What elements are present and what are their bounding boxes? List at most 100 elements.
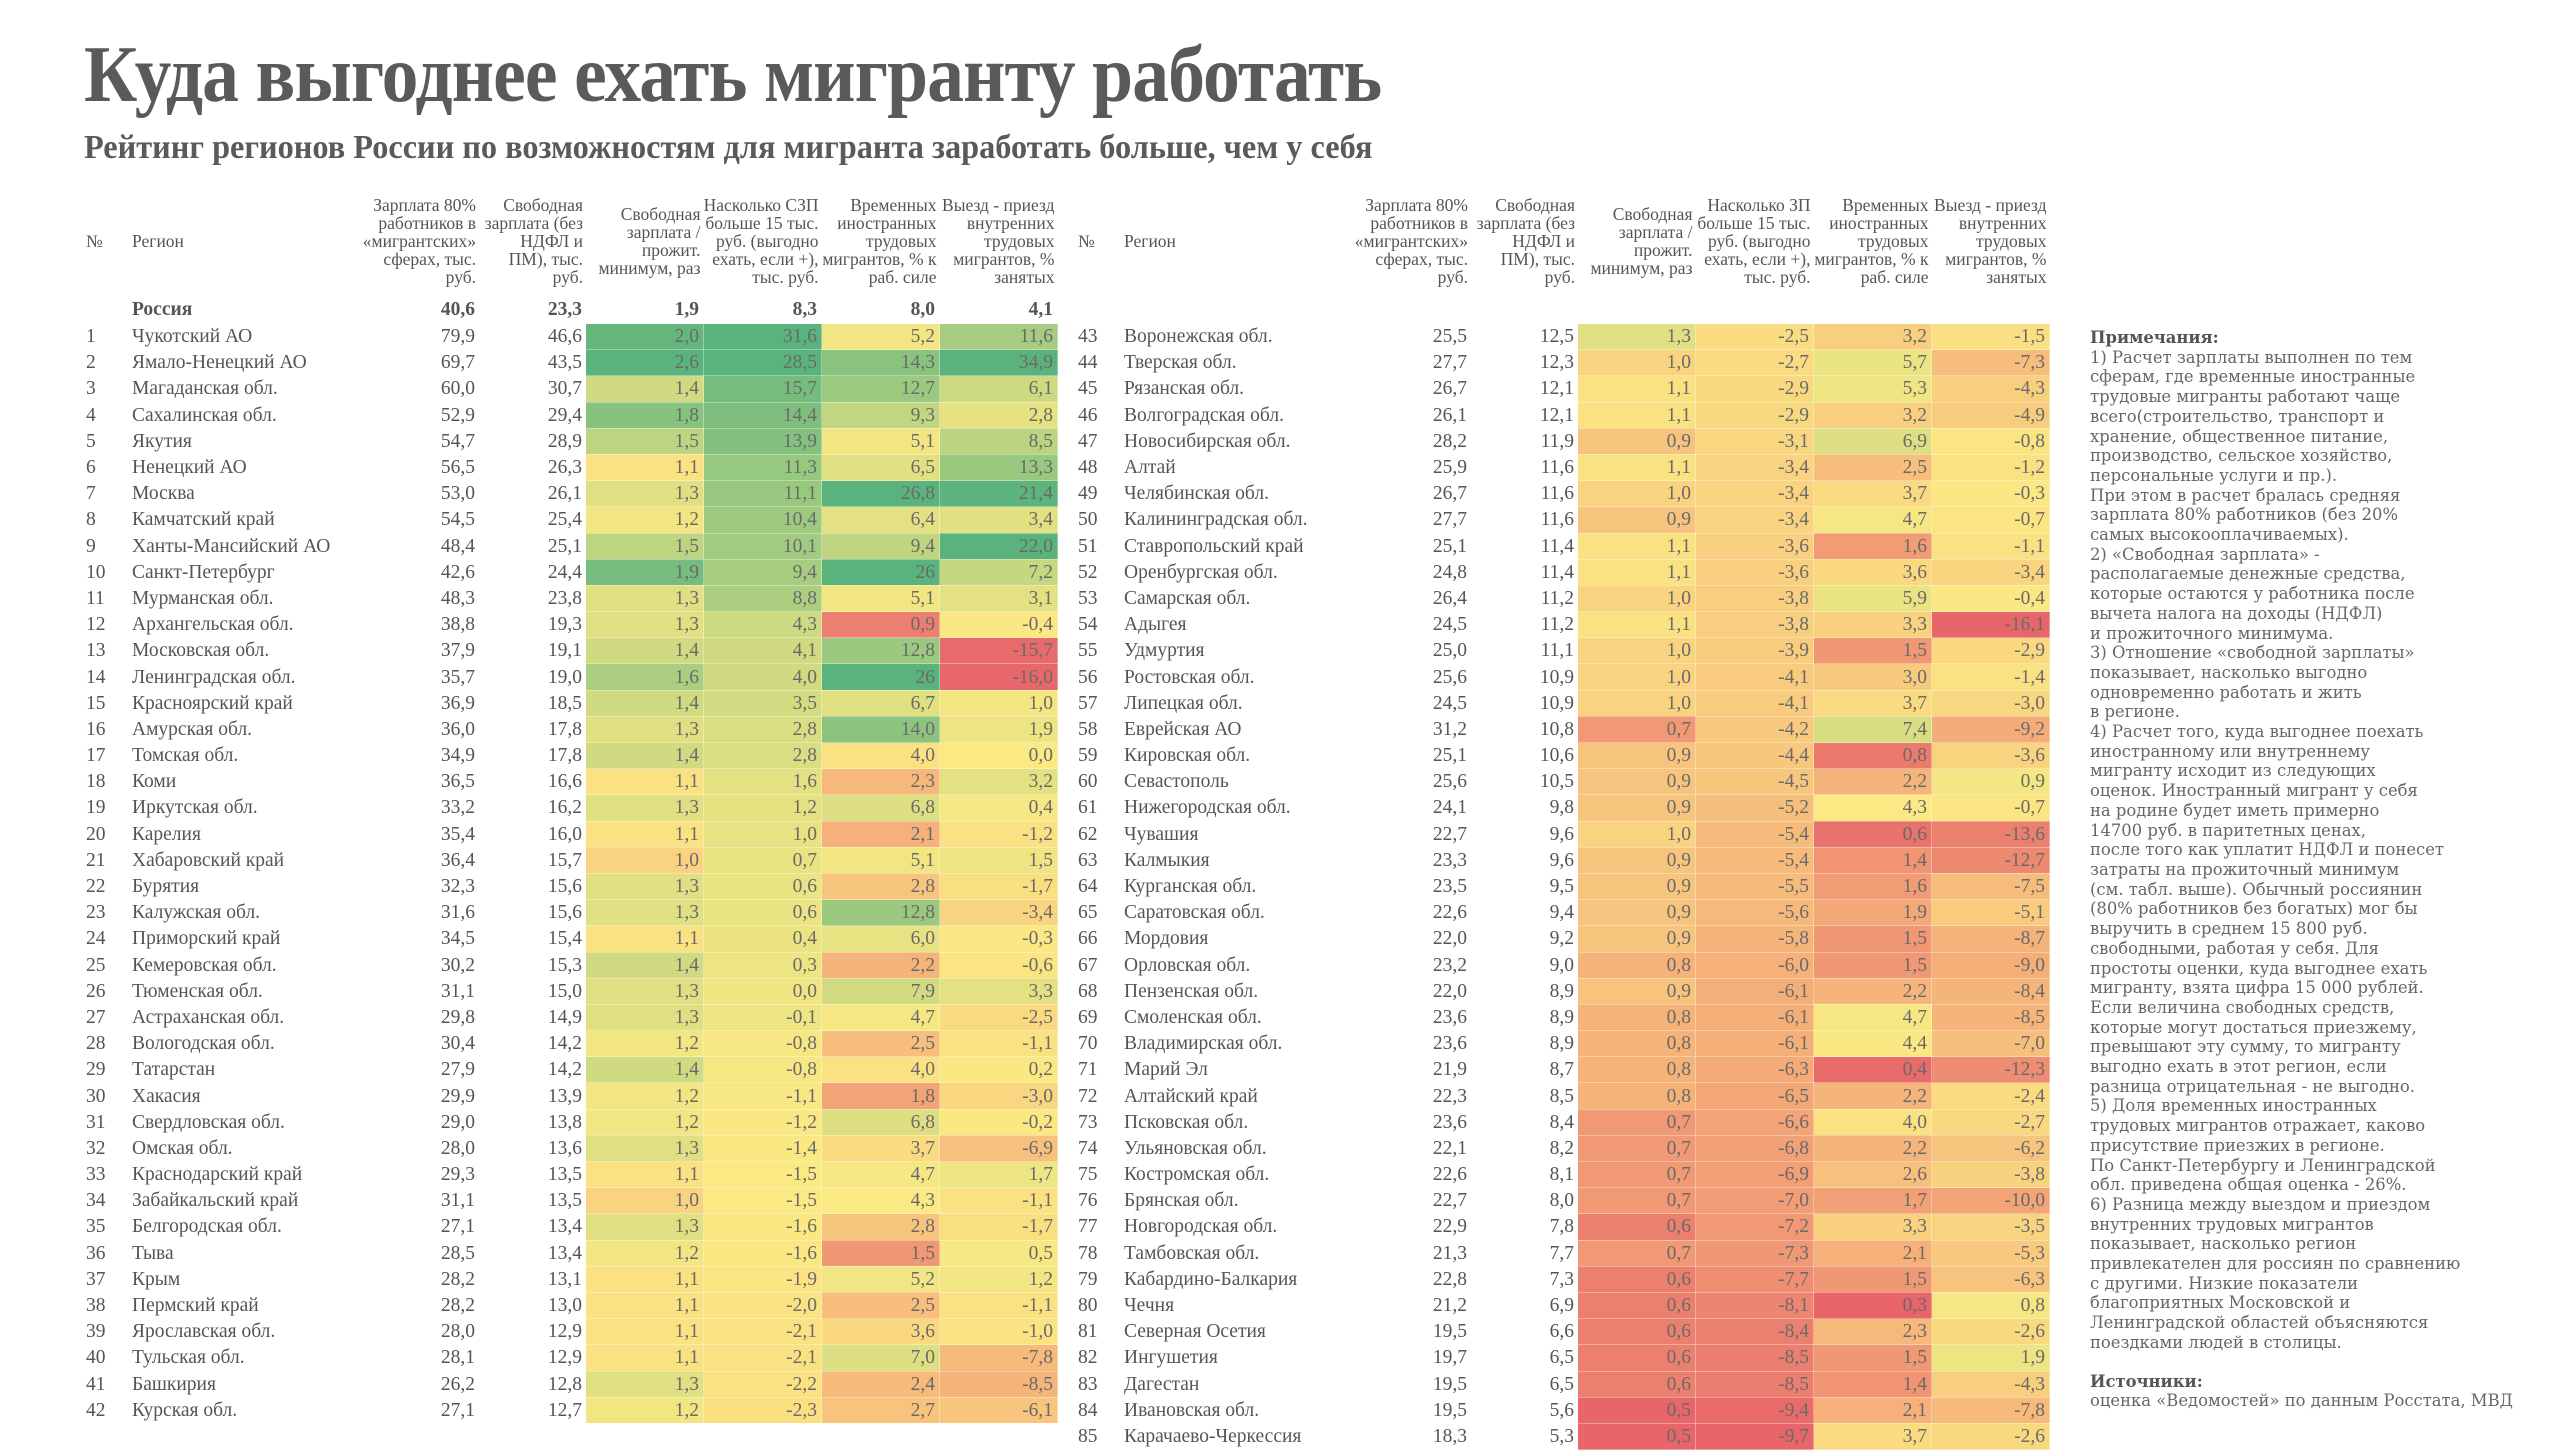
cell-free-salary: 19,0 — [547, 666, 582, 688]
cell-rank: 14 — [86, 666, 106, 688]
cell-region: Волгоградская обл. — [1124, 404, 1284, 426]
cell-internal: -3,4 — [1931, 559, 2050, 586]
cell-rank: 54 — [1078, 614, 1098, 636]
cell-salary: 23,6 — [1432, 1006, 1467, 1028]
cell-foreign: 1,7 — [1813, 1187, 1932, 1215]
cell-region: Санкт-Петербург — [132, 561, 275, 583]
cell-diff: -8,4 — [1695, 1318, 1814, 1346]
cell-internal: -3,0 — [939, 1082, 1058, 1110]
cell-ratio: 1,3 — [586, 716, 704, 744]
cell-region: Оренбургская обл. — [1124, 561, 1278, 583]
table-row: 50 Калининградская обл. 27,7 11,6 0,9 -3,4 4,7… — [1078, 506, 2050, 534]
cell-rank: 5 — [86, 430, 96, 452]
table-row: 11 Мурманская обл. 48,3 23,8 1,3 8,8 5,1 3,1 — [86, 585, 1058, 613]
cell-foreign: 4,0 — [821, 742, 940, 770]
table-row: 75 Костромская обл. 22,6 8,1 0,7 -6,9 2,6 -3,8 — [1078, 1161, 2050, 1189]
cell-internal: -3,8 — [1931, 1161, 2050, 1189]
cell-rank: 4 — [86, 404, 96, 426]
cell-ratio: 1,4 — [586, 742, 704, 770]
cell-diff: -4,1 — [1695, 690, 1814, 717]
cell-internal: -13,6 — [1931, 821, 2050, 848]
cell-region: Калужская обл. — [132, 902, 261, 924]
cell-foreign: 2,2 — [821, 952, 940, 979]
cell-diff: -2,9 — [1695, 402, 1814, 429]
cell-diff: -6,0 — [1695, 952, 1814, 979]
cell-rank: 11 — [86, 587, 105, 609]
russia-total-row: Россия 40,6 23,3 1,9 8,3 8,0 4,1 — [86, 296, 1058, 324]
cell-rank: 85 — [1078, 1425, 1098, 1447]
cell-foreign: 7,4 — [1813, 716, 1932, 744]
cell-region: Кемеровская обл. — [132, 954, 277, 976]
table-row: 65 Саратовская обл. 22,6 9,4 0,9 -5,6 1,9 -5,1 — [1078, 899, 2050, 927]
cell-internal: 0,8 — [1931, 1292, 2050, 1320]
cell-ratio: 0,7 — [1578, 1187, 1696, 1215]
col-header-num: № — [86, 231, 103, 251]
cell-diff: -3,1 — [1695, 428, 1814, 455]
table-row: 4 Сахалинская обл. 52,9 29,4 1,8 14,4 9,3 2,8 — [86, 402, 1058, 429]
cell-region: Курская обл. — [132, 1399, 238, 1421]
cell-diff: -4,1 — [1695, 663, 1814, 691]
cell-foreign: 0,3 — [1813, 1292, 1932, 1320]
cell-diff: -5,4 — [1695, 847, 1814, 874]
table-row: 74 Ульяновская обл. 22,1 8,2 0,7 -6,8 2,2 -6,2 — [1078, 1135, 2050, 1163]
cell-foreign: 2,2 — [1813, 768, 1932, 796]
sources-text: оценка «Ведомостей» по данным Росстата, … — [2090, 1391, 2513, 1411]
cell-rank: 10 — [86, 561, 106, 583]
cell-ratio: 0,9 — [1578, 899, 1696, 927]
cell-diff: 0,4 — [703, 925, 822, 953]
cell-region: Астраханская обл. — [132, 1006, 285, 1028]
cell-foreign: 26 — [821, 663, 940, 691]
cell-rank: 83 — [1078, 1373, 1098, 1395]
cell-salary: 22,8 — [1432, 1268, 1467, 1290]
cell-region: Саратовская обл. — [1124, 902, 1265, 924]
cell-free-salary: 15,3 — [547, 954, 582, 976]
cell-ratio: 0,9 — [1578, 847, 1696, 874]
table-row: 84 Ивановская обл. 19,5 5,6 0,5 -9,4 2,1 -7,8 — [1078, 1397, 2050, 1424]
cell-salary: 31,1 — [440, 1190, 475, 1212]
cell-region: Архангельская обл. — [132, 614, 294, 636]
cell-salary: 35,7 — [440, 666, 475, 688]
cell-internal: -8,4 — [1931, 978, 2050, 1005]
cell-ratio: 0,9 — [1578, 428, 1696, 455]
cell-free-salary: 11,1 — [1540, 640, 1574, 662]
cell-foreign: 6,0 — [821, 925, 940, 953]
cell-diff: 2,8 — [703, 716, 822, 744]
cell-rank: 63 — [1078, 849, 1098, 871]
cell-salary: 25,9 — [1432, 457, 1467, 479]
col-header-region: Регион — [1124, 231, 1176, 251]
col-header-diff: Насколько ЗП больше 15 тыс. руб. (выгодн… — [1697, 195, 1811, 287]
cell-ratio: 1,1 — [586, 768, 704, 796]
cell-foreign: 3,3 — [1813, 1213, 1932, 1241]
cell-foreign: 5,2 — [821, 323, 940, 351]
cell-diff: 11,3 — [703, 454, 822, 482]
cell-foreign: 2,7 — [821, 1397, 940, 1424]
col-header-ratio: Свободная зарплата / прожит. минимум, ра… — [1590, 204, 1693, 278]
cell-foreign: 2,4 — [821, 1371, 940, 1398]
cell-rank: 53 — [1078, 587, 1098, 609]
cell-internal: -7,5 — [1931, 873, 2050, 901]
cell-salary: 32,3 — [440, 876, 475, 898]
cell-rank: 78 — [1078, 1242, 1098, 1264]
cell-salary: 21,9 — [1432, 1059, 1467, 1081]
cell-ratio: 1,4 — [586, 1056, 704, 1084]
cell-internal: -3,0 — [1931, 690, 2050, 717]
cell-free-salary: 13,6 — [547, 1137, 582, 1159]
cell-foreign: 2,1 — [1813, 1397, 1932, 1424]
cell-diff: 1,2 — [703, 794, 822, 822]
cell-region: Тыва — [132, 1242, 174, 1264]
table-row: 63 Калмыкия 23,3 9,6 0,9 -5,4 1,4 -12,7 — [1078, 847, 2050, 874]
cell-internal: -0,7 — [1931, 794, 2050, 822]
cell-foreign: 5,7 — [1813, 349, 1932, 377]
cell-diff: -6,9 — [1695, 1161, 1814, 1189]
cell-ratio: 2,0 — [586, 323, 704, 351]
cell-salary: 22,7 — [1432, 1190, 1467, 1212]
russia-internal: 4,1 — [939, 296, 1058, 324]
cell-region: Адыгея — [1124, 614, 1187, 636]
cell-rank: 40 — [86, 1347, 106, 1369]
cell-free-salary: 12,1 — [1539, 378, 1574, 400]
table-row: 72 Алтайский край 22,3 8,5 0,8 -6,5 2,2 -2,4 — [1078, 1082, 2050, 1110]
cell-rank: 80 — [1078, 1295, 1098, 1317]
cell-free-salary: 8,9 — [1549, 1006, 1574, 1028]
cell-free-salary: 8,5 — [1549, 1085, 1574, 1107]
table-row: 24 Приморский край 34,5 15,4 1,1 0,4 6,0 -0,3 — [86, 925, 1058, 953]
